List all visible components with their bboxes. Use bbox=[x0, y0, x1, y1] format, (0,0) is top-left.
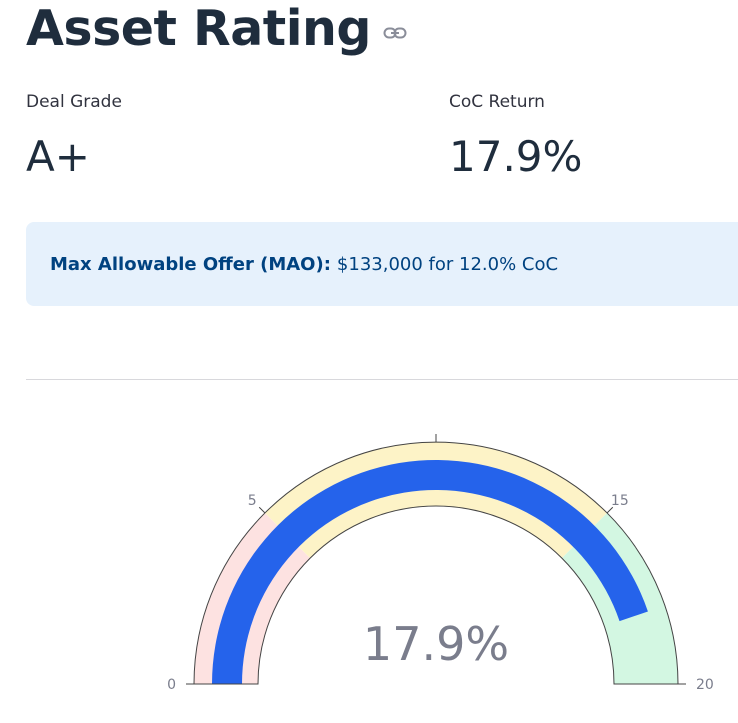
coc-return-value: 17.9% bbox=[449, 132, 583, 181]
gauge-tick-label-0: 0 bbox=[167, 677, 176, 693]
deal-grade-metric: Deal Grade A+ bbox=[26, 88, 122, 184]
gauge-tick-3 bbox=[606, 506, 614, 514]
gauge-chart: 0 5 15 20 bbox=[167, 434, 714, 693]
coc-return-metric: CoC Return 17.9% bbox=[449, 88, 582, 184]
gauge-tick-label-1: 5 bbox=[248, 493, 257, 509]
gauge-tick-1 bbox=[258, 506, 266, 514]
title-row: Asset Rating bbox=[26, 0, 407, 58]
deal-grade-value: A+ bbox=[26, 132, 90, 181]
gauge-value-text: 17.9% bbox=[362, 617, 510, 671]
link-icon[interactable] bbox=[383, 25, 407, 41]
gauge-value-bar bbox=[212, 459, 648, 684]
mao-text: $133,000 for 12.0% CoC bbox=[336, 253, 559, 275]
gauge-step-1 bbox=[264, 442, 608, 559]
coc-return-label: CoC Return bbox=[449, 92, 545, 112]
gauge-tick-label-4: 20 bbox=[696, 677, 714, 693]
gauge-tick-label-3: 15 bbox=[611, 493, 629, 509]
divider bbox=[26, 379, 738, 380]
mao-label: Max Allowable Offer (MAO): bbox=[50, 253, 331, 275]
deal-grade-label: Deal Grade bbox=[26, 92, 122, 112]
gauge-outline bbox=[193, 441, 679, 685]
mao-info-box: Max Allowable Offer (MAO): $133,000 for … bbox=[26, 222, 738, 306]
gauge-ticks: 0 5 15 20 bbox=[167, 434, 714, 693]
page-title: Asset Rating bbox=[26, 0, 371, 57]
